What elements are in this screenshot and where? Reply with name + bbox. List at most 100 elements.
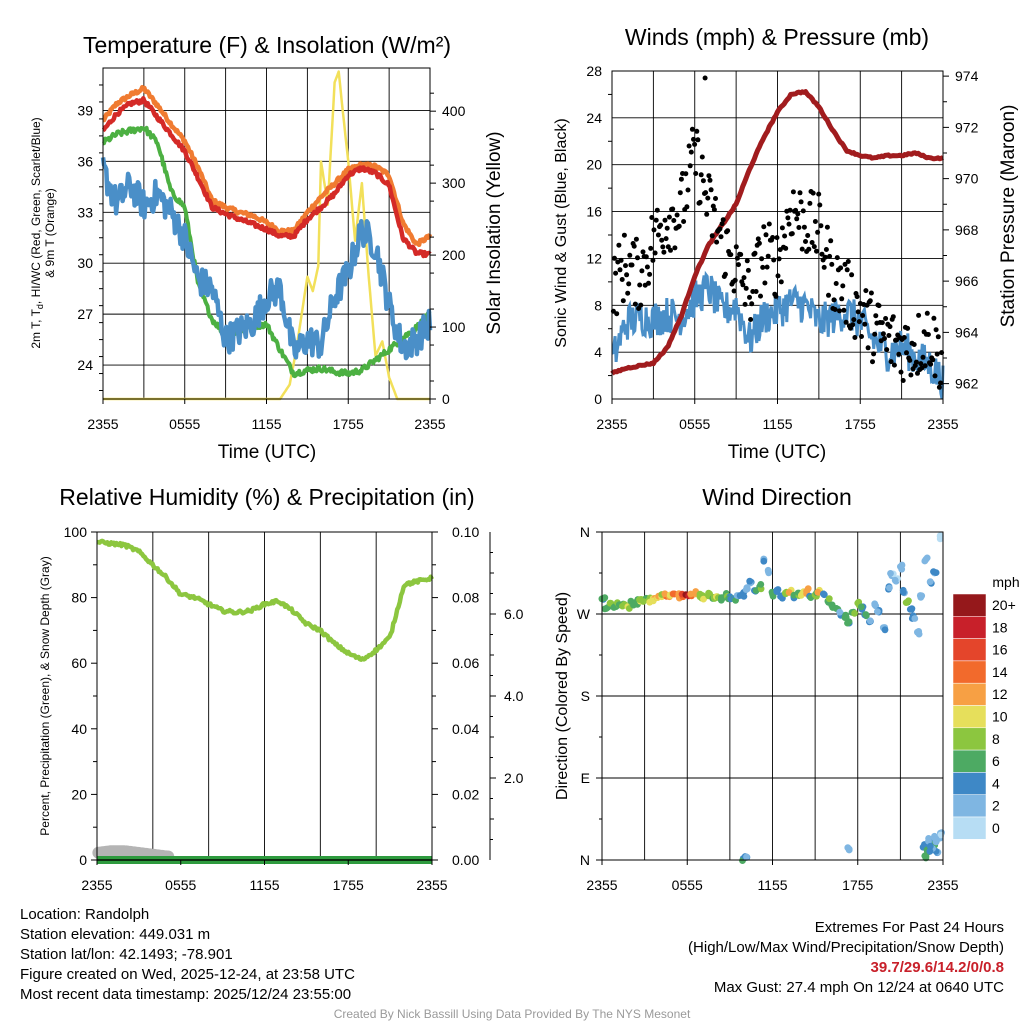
gust-dot: [713, 196, 718, 201]
gust-dot: [904, 350, 909, 356]
latlon-text: Station lat/lon: 42.1493; -78.901: [20, 946, 233, 963]
gust-dot: [915, 370, 920, 376]
direction-dot: [923, 554, 931, 562]
gust-dot: [731, 288, 737, 294]
y2-tick-label: 972: [955, 119, 979, 135]
gust-dot: [920, 354, 926, 360]
gust-dot: [805, 233, 811, 238]
dewpoint-line: [102, 125, 432, 379]
colorbar-tick-label: 6: [992, 753, 1000, 769]
direction-dot: [740, 593, 748, 600]
y2-tick-label: 966: [955, 273, 979, 289]
x-tick-label: 1155: [757, 877, 787, 893]
gust-dot: [935, 334, 941, 340]
gust-dot: [870, 359, 875, 365]
y3-tick-label: 4.0: [504, 688, 524, 704]
gust-dot: [838, 265, 844, 271]
gust-dot: [938, 380, 943, 386]
gust-dot: [925, 332, 931, 337]
x-tick-label: 1155: [762, 416, 792, 432]
gust-dot: [924, 310, 930, 316]
gust-dot: [699, 154, 705, 160]
gust-dot: [849, 272, 855, 278]
gust-dot: [826, 292, 831, 298]
gust-dot: [867, 298, 873, 304]
gust-dot: [900, 378, 906, 383]
direction-dot: [773, 588, 781, 595]
gust-dot: [855, 309, 861, 315]
direction-tick-label: E: [581, 770, 590, 786]
gust-dot: [685, 187, 691, 193]
direction-dot: [804, 585, 812, 593]
gust-dot: [652, 250, 658, 256]
gust-dot: [650, 257, 656, 263]
winds-panel: Winds (mph) & Pressure (mb) 0 4 8 12 16 20 24 2…: [553, 24, 1019, 463]
direction-tick-label: N: [580, 852, 590, 868]
gust-dot: [817, 202, 823, 208]
humidity-ylabel: Percent, Precipitation (Green), & Snow D…: [38, 556, 52, 835]
gust-dot: [654, 207, 660, 213]
gust-dot: [799, 246, 805, 252]
gust-dot: [717, 226, 723, 232]
y2-tick-label: 0.02: [452, 786, 479, 802]
gust-dot: [689, 126, 695, 132]
gust-dot: [907, 357, 913, 363]
direction-dot: [874, 608, 881, 615]
gust-dot: [824, 224, 830, 230]
gust-dot: [916, 312, 922, 318]
gust-dot: [749, 301, 755, 307]
gust-dot: [649, 215, 655, 220]
direction-tick-label: N: [580, 524, 590, 540]
y-tick-label: 33: [77, 204, 93, 220]
gust-dot: [814, 248, 819, 254]
y2-tick-label: 970: [955, 171, 979, 187]
gust-dot: [635, 255, 640, 261]
gust-dot: [623, 263, 628, 269]
y2-tick-label: 962: [955, 376, 979, 392]
y-tick-label: 36: [77, 153, 93, 169]
gust-dot: [774, 235, 780, 241]
direction-dot: [844, 619, 851, 627]
gust-dot: [719, 221, 725, 227]
gust-dot: [742, 301, 748, 307]
gust-dot: [794, 216, 800, 222]
gust-dot: [687, 163, 693, 169]
y-tick-label: 28: [586, 63, 602, 79]
gust-dot: [810, 190, 816, 196]
gust-dot: [773, 293, 779, 299]
gust-dot: [860, 313, 866, 318]
extremes-title: Extremes For Past 24 Hours: [814, 919, 1004, 936]
x-tick-label: 0555: [672, 877, 703, 893]
gust-dot: [771, 257, 777, 263]
y-tick-label: 40: [71, 721, 87, 737]
gust-dot: [789, 231, 795, 237]
gust-dot: [807, 200, 813, 206]
heat-index-line: [100, 157, 433, 361]
gust-dot: [644, 264, 650, 270]
x-tick-label: 0555: [169, 416, 200, 432]
colorbar-swatch: [952, 682, 987, 706]
gust-dot: [811, 244, 817, 250]
gust-dot: [638, 302, 644, 308]
x-tick-label: 2355: [414, 416, 445, 432]
gust-dot: [671, 218, 677, 223]
gust-dot: [766, 221, 772, 227]
gust-dot: [883, 316, 889, 321]
gust-dot: [862, 321, 868, 327]
y-tick-label: 20: [586, 157, 602, 173]
direction-dot: [601, 594, 609, 602]
gust-dot: [865, 345, 871, 351]
x-tick-label: 2355: [416, 877, 447, 893]
gust-dot: [887, 324, 893, 330]
gust-dot: [700, 178, 706, 184]
gust-dot: [815, 229, 821, 235]
direction-dot: [764, 567, 772, 575]
colorbar-tick-label: 20+: [992, 597, 1016, 613]
gust-dot: [647, 271, 653, 277]
direction-dot: [926, 578, 934, 585]
temperature-ylabel-line2: & 9m T (Orange): [43, 188, 57, 278]
gust-dot: [705, 195, 711, 201]
gust-dot: [828, 238, 834, 244]
direction-dot: [844, 844, 852, 852]
gust-dot: [896, 351, 902, 357]
